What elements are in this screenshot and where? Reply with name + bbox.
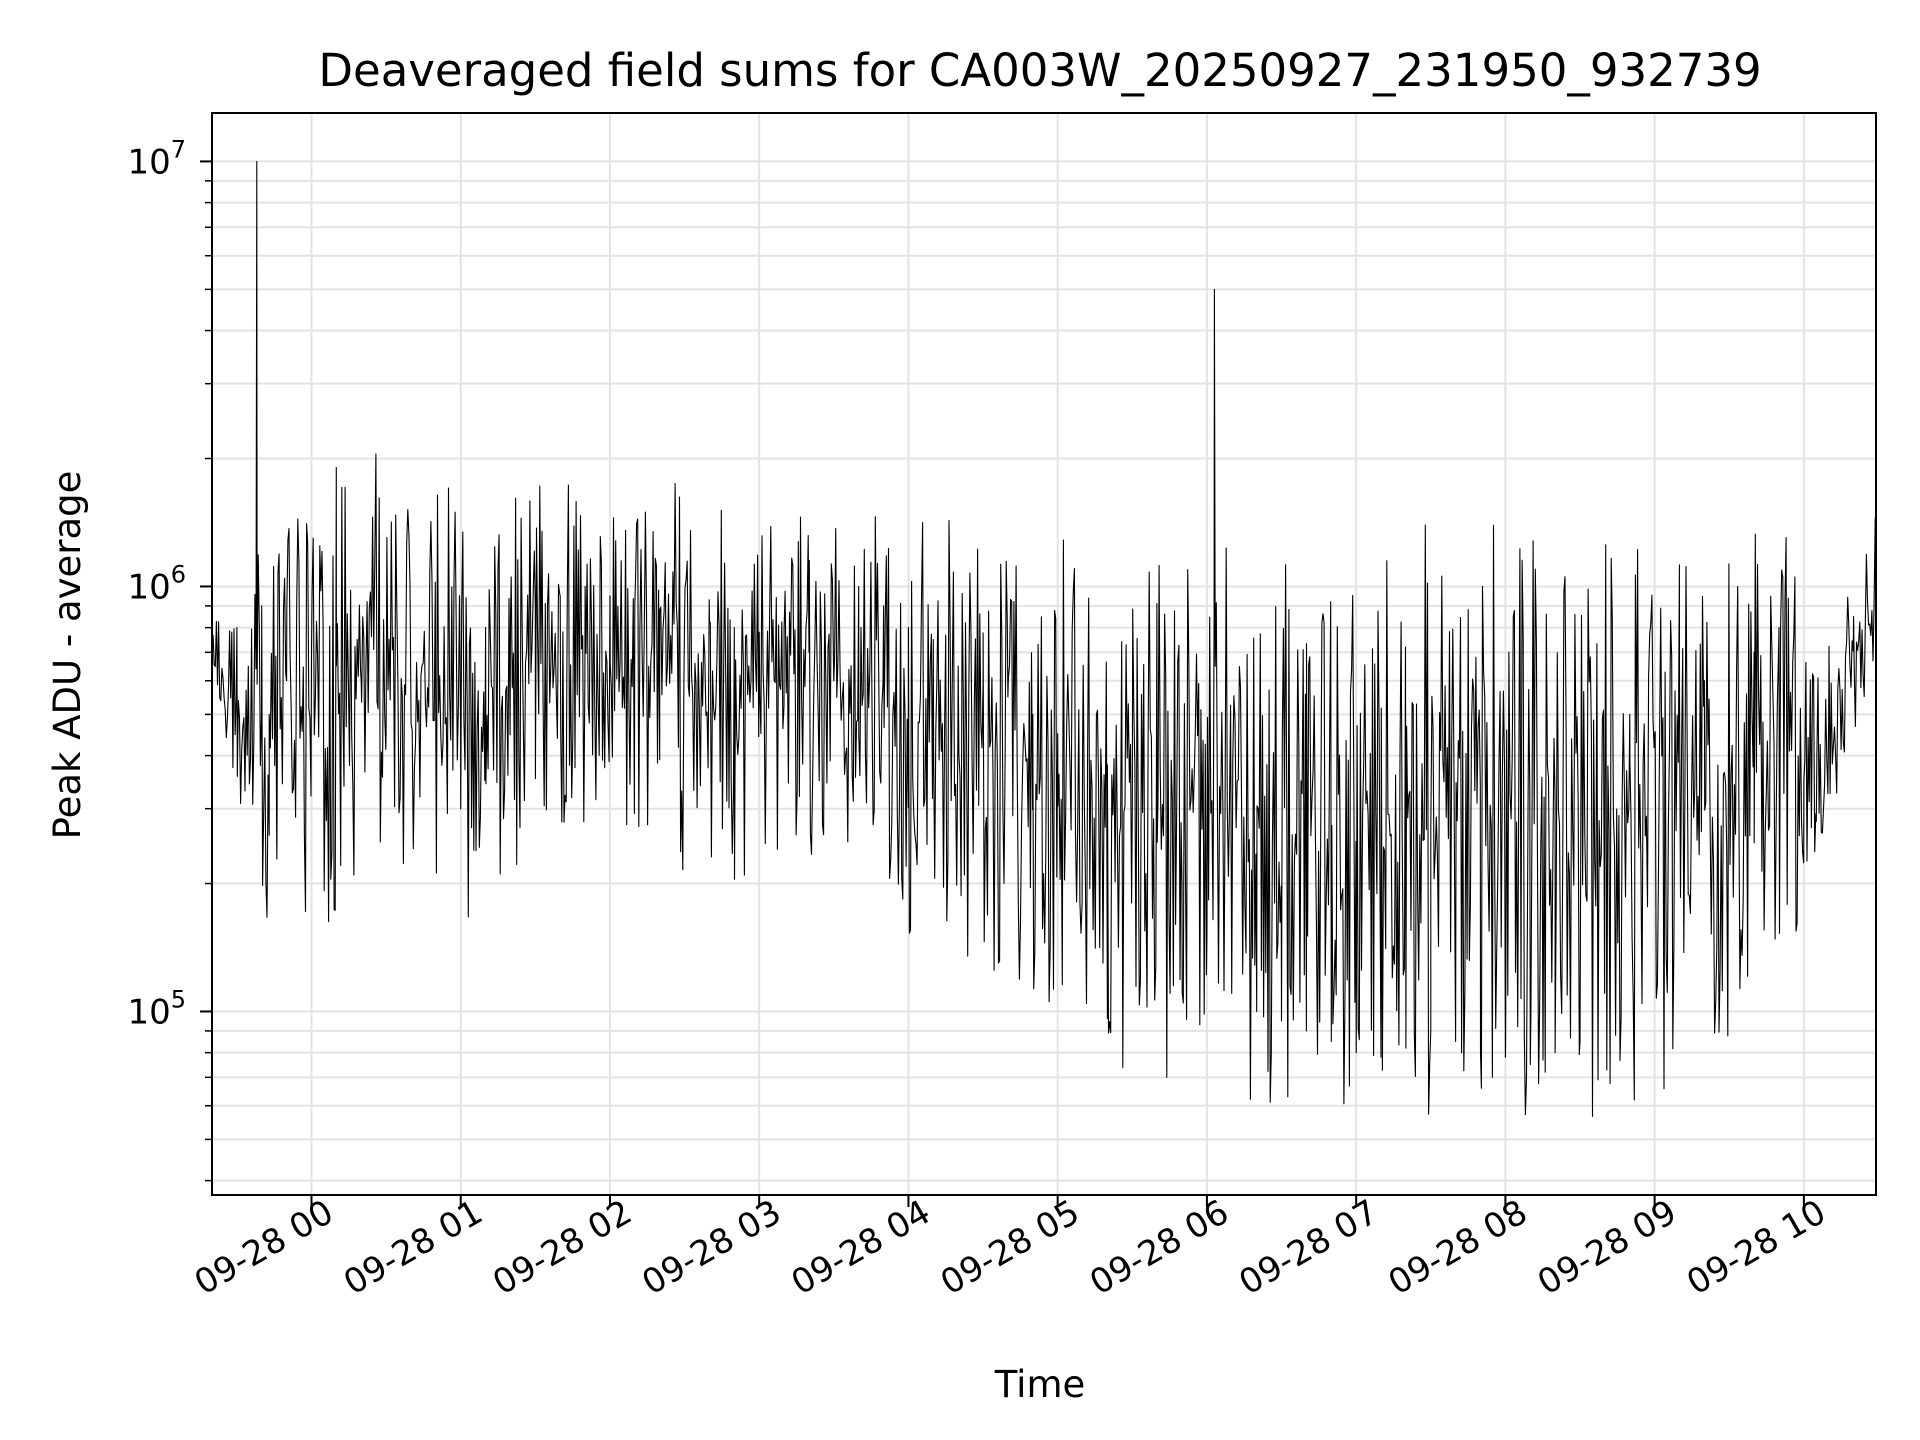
series-line — [211, 160, 1876, 1117]
chart-title: Deaveraged field sums for CA003W_2025092… — [318, 44, 1761, 97]
grid — [212, 113, 1876, 1195]
x-axis-label: Time — [994, 1363, 1086, 1406]
y-tick-label: 107 — [127, 135, 186, 182]
y-axis-label: Peak ADU - average — [46, 471, 89, 840]
plot-frame — [211, 112, 1877, 1196]
y-tick-label: 106 — [127, 560, 186, 607]
y-tick-label: 105 — [127, 985, 186, 1032]
y-axis: 105 106 107 — [127, 135, 212, 1182]
plot-area — [211, 160, 1876, 1117]
